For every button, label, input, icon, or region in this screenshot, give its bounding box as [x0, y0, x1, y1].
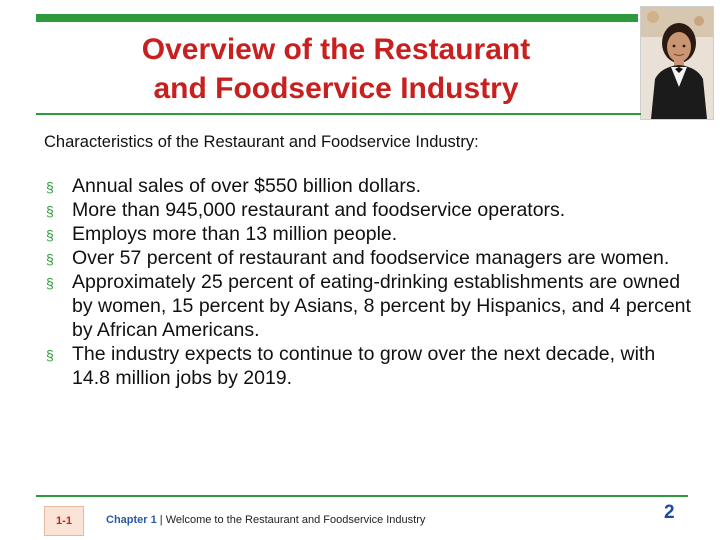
bullet-icon: §: [46, 227, 54, 243]
list-item: § More than 945,000 restaurant and foods…: [46, 198, 696, 222]
bullet-list: § Annual sales of over $550 billion doll…: [46, 174, 696, 390]
footer-caption: Chapter 1 | Welcome to the Restaurant an…: [106, 514, 425, 526]
slide-title: Overview of the Restaurant and Foodservi…: [36, 30, 636, 108]
bullet-text: Annual sales of over $550 billion dollar…: [72, 175, 422, 197]
bullet-text: Employs more than 13 million people.: [72, 223, 398, 245]
bullet-icon: §: [46, 203, 54, 219]
list-item: § Employs more than 13 million people.: [46, 222, 696, 246]
list-item: § Approximately 25 percent of eating-dri…: [46, 270, 696, 342]
top-accent-bar: [36, 14, 638, 22]
title-line-1: Overview of the Restaurant: [141, 33, 531, 66]
bullet-text: Approximately 25 percent of eating-drink…: [72, 271, 691, 341]
title-divider: [36, 113, 641, 115]
bullet-text: The industry expects to continue to grow…: [72, 343, 656, 389]
footer-chapter: Chapter 1: [106, 514, 157, 526]
bullet-icon: §: [46, 251, 54, 267]
bullet-icon: §: [46, 347, 54, 363]
bullet-icon: §: [46, 179, 54, 195]
footer-separator: |: [156, 514, 166, 526]
bullet-text: Over 57 percent of restaurant and foodse…: [72, 247, 670, 269]
footer-divider: [36, 495, 688, 497]
subtitle: Characteristics of the Restaurant and Fo…: [44, 133, 479, 151]
page-number: 2: [664, 502, 675, 523]
page-label-badge: 1-1: [44, 506, 84, 536]
server-photo: [640, 6, 714, 120]
title-line-2: and Foodservice Industry: [153, 72, 519, 105]
list-item: § Over 57 percent of restaurant and food…: [46, 246, 696, 270]
footer-chapter-title: Welcome to the Restaurant and Foodservic…: [165, 514, 426, 526]
list-item: § The industry expects to continue to gr…: [46, 342, 696, 390]
bullet-icon: §: [46, 275, 54, 291]
server-woman-icon: [641, 7, 713, 119]
bullet-text: More than 945,000 restaurant and foodser…: [72, 199, 566, 221]
list-item: § Annual sales of over $550 billion doll…: [46, 174, 696, 198]
